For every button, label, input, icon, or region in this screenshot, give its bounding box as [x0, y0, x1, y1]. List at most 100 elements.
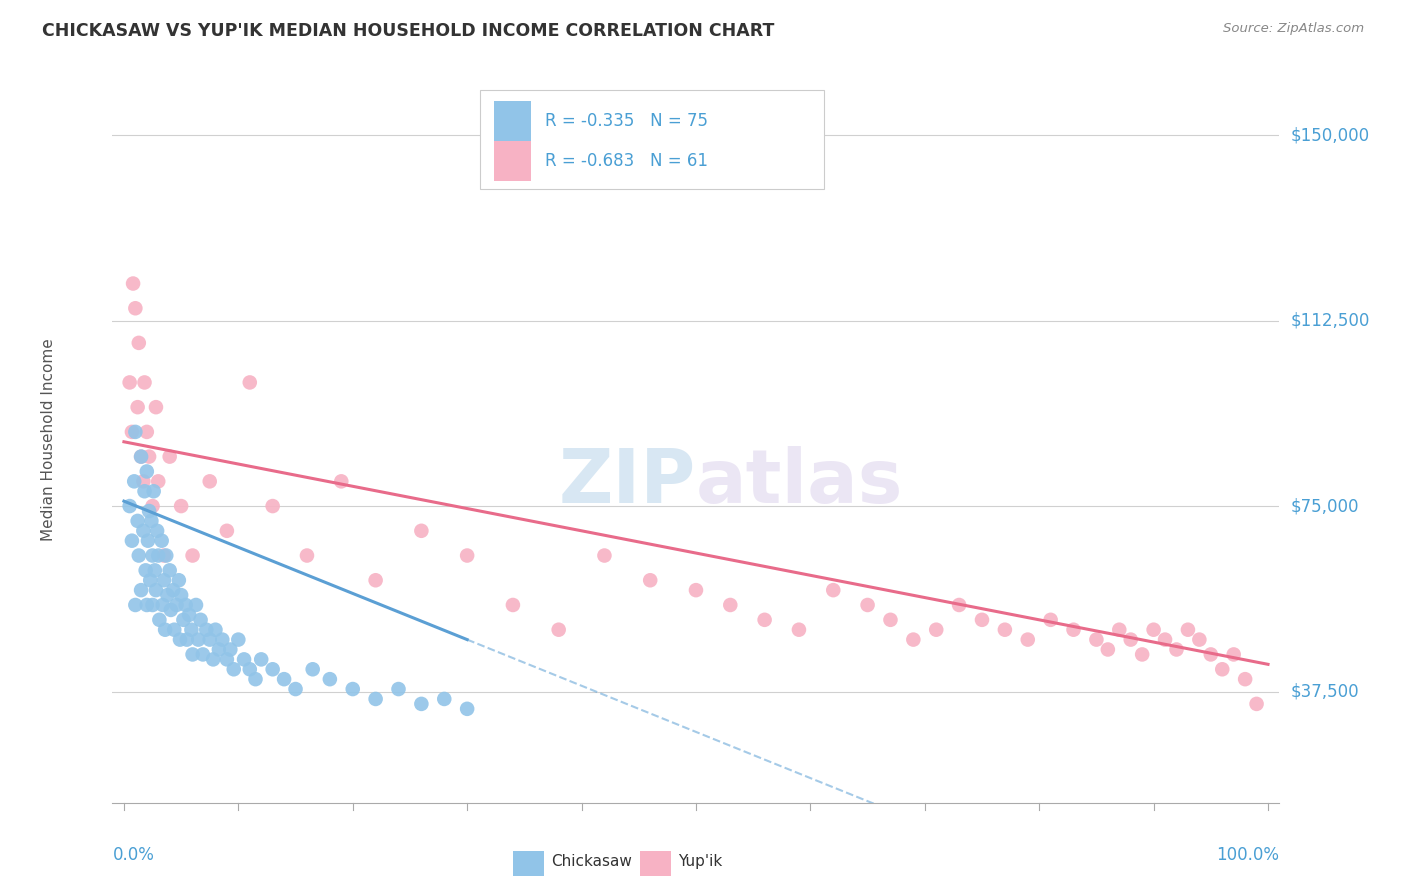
Point: [879, 613, 901, 627]
Point: [191, 648, 214, 662]
Point: [152, 598, 174, 612]
Point: [250, 652, 273, 666]
Point: [387, 681, 409, 696]
Point: [156, 588, 179, 602]
Point: [129, 450, 152, 464]
Point: [502, 598, 524, 612]
Point: [823, 583, 845, 598]
Point: [284, 681, 307, 696]
Text: $75,000: $75,000: [1291, 497, 1360, 515]
Point: [128, 549, 150, 563]
Point: [208, 642, 231, 657]
Point: [135, 425, 157, 439]
Point: [159, 450, 181, 464]
Point: [903, 632, 925, 647]
Point: [1097, 642, 1119, 657]
Text: $37,500: $37,500: [1291, 682, 1360, 700]
Point: [364, 692, 387, 706]
Point: [245, 672, 267, 686]
Point: [136, 533, 159, 548]
Point: [211, 632, 233, 647]
Text: CHICKASAW VS YUP'IK MEDIAN HOUSEHOLD INCOME CORRELATION CHART: CHICKASAW VS YUP'IK MEDIAN HOUSEHOLD INC…: [42, 22, 775, 40]
Point: [170, 588, 193, 602]
Point: [141, 598, 163, 612]
Point: [233, 652, 256, 666]
Point: [153, 623, 176, 637]
Point: [141, 514, 163, 528]
Point: [1017, 632, 1039, 647]
Point: [135, 465, 157, 479]
Point: [134, 376, 156, 390]
Point: [1142, 623, 1164, 637]
Point: [145, 583, 167, 598]
Point: [1234, 672, 1257, 686]
Point: [198, 632, 221, 647]
Point: [163, 623, 186, 637]
Point: [124, 301, 146, 316]
Point: [970, 613, 993, 627]
Point: [122, 277, 145, 291]
FancyBboxPatch shape: [494, 141, 531, 181]
Point: [319, 672, 342, 686]
Point: [411, 697, 433, 711]
Point: [153, 574, 176, 588]
Point: [948, 598, 970, 612]
Point: [169, 632, 191, 647]
Point: [202, 652, 225, 666]
Point: [219, 642, 242, 657]
Point: [181, 648, 204, 662]
Point: [1130, 648, 1153, 662]
Point: [139, 574, 162, 588]
Point: [132, 475, 155, 489]
Text: 100.0%: 100.0%: [1216, 847, 1279, 864]
Point: [129, 583, 152, 598]
Text: R = -0.335   N = 75: R = -0.335 N = 75: [546, 112, 709, 130]
Point: [1199, 648, 1222, 662]
Point: [273, 672, 295, 686]
Point: [1211, 662, 1233, 676]
Point: [121, 533, 143, 548]
Point: [132, 524, 155, 538]
Point: [148, 613, 170, 627]
Point: [198, 475, 221, 489]
Point: [1177, 623, 1199, 637]
Point: [1119, 632, 1142, 647]
Point: [1222, 648, 1244, 662]
Point: [1039, 613, 1062, 627]
Text: $112,500: $112,500: [1291, 311, 1369, 330]
Point: [153, 549, 176, 563]
Text: $150,000: $150,000: [1291, 126, 1369, 145]
Point: [121, 425, 143, 439]
Point: [176, 632, 198, 647]
Point: [128, 335, 150, 350]
Point: [180, 623, 202, 637]
Point: [215, 524, 238, 538]
Point: [118, 499, 141, 513]
Point: [127, 400, 149, 414]
Point: [138, 450, 160, 464]
Point: [166, 598, 188, 612]
Point: [994, 623, 1017, 637]
Point: [301, 662, 323, 676]
Point: [145, 400, 167, 414]
Point: [129, 450, 152, 464]
Point: [685, 583, 707, 598]
Point: [262, 499, 284, 513]
Point: [239, 662, 262, 676]
Text: Chickasaw: Chickasaw: [551, 855, 633, 869]
Text: 0.0%: 0.0%: [112, 847, 155, 864]
Point: [1154, 632, 1177, 647]
Point: [181, 549, 204, 563]
Point: [228, 632, 250, 647]
Text: ZIP: ZIP: [558, 446, 696, 519]
Point: [787, 623, 810, 637]
Point: [204, 623, 226, 637]
Point: [118, 376, 141, 390]
Point: [179, 607, 201, 622]
Point: [1246, 697, 1268, 711]
Point: [330, 475, 353, 489]
Point: [295, 549, 318, 563]
Text: atlas: atlas: [696, 446, 903, 519]
Point: [262, 662, 284, 676]
Point: [754, 613, 776, 627]
